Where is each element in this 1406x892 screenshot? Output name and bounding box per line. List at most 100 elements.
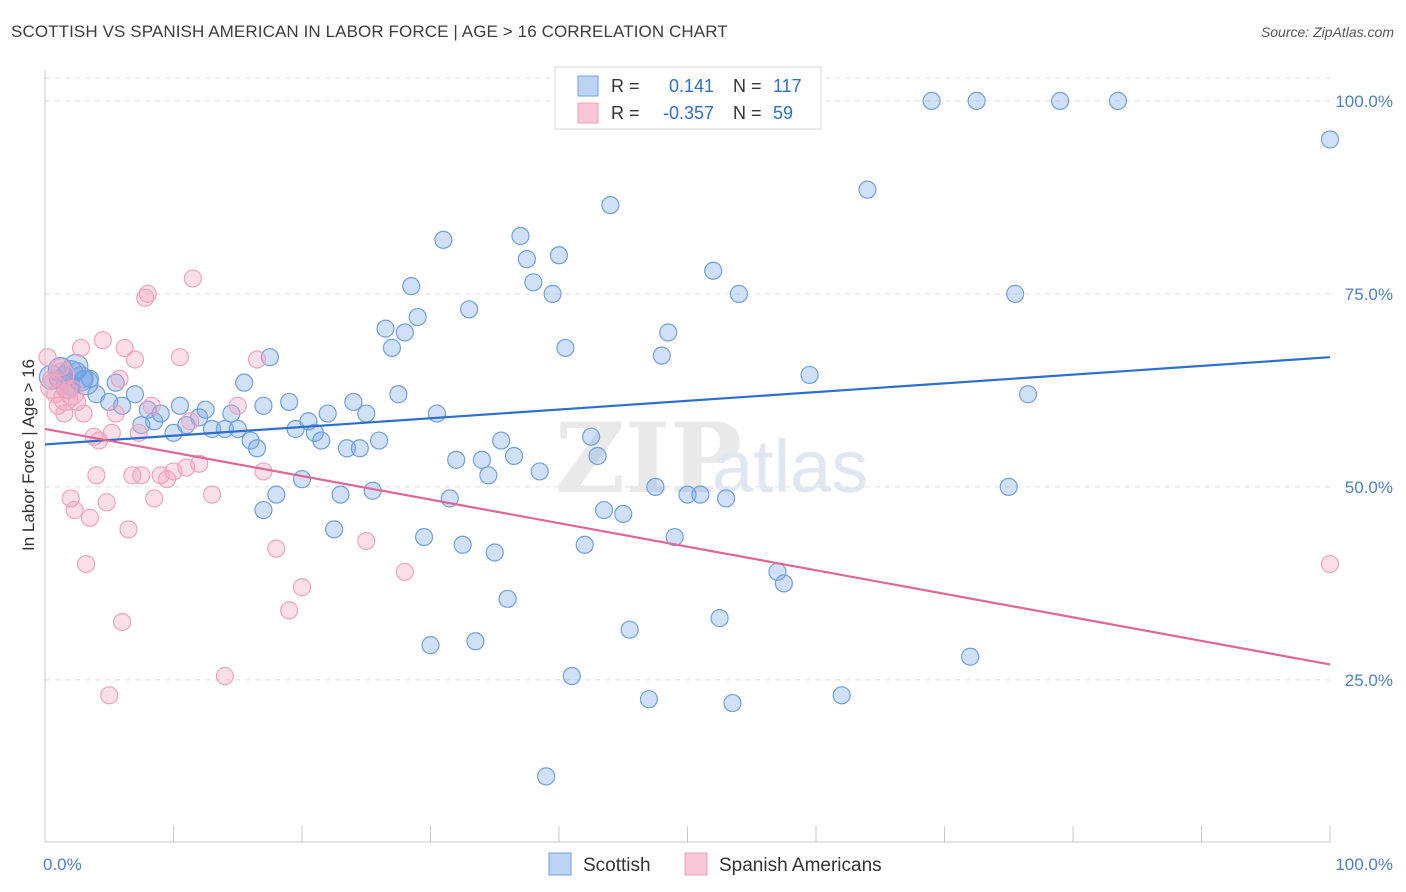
spanish-point: [80, 508, 100, 527]
spanish-point: [93, 331, 112, 350]
scottish-point: [376, 319, 395, 338]
trend-layer: [44, 356, 1331, 666]
spanish-point: [115, 338, 134, 358]
spanish-point: [132, 466, 151, 485]
scottish-point: [498, 589, 517, 608]
spanish-point: [247, 350, 267, 369]
scottish-point: [999, 477, 1018, 496]
scottish-trend-line: [44, 356, 1331, 446]
y-tick-label: 75.0%: [1345, 285, 1393, 304]
scottish-point: [492, 431, 511, 450]
scottish-point: [511, 226, 530, 246]
series-legend-swatch: [684, 852, 708, 876]
stats-legend-swatch: [577, 75, 599, 97]
scottish-point: [614, 504, 633, 524]
spanish-point: [395, 562, 414, 581]
scottish-point: [247, 439, 267, 458]
scottish-point: [1018, 385, 1038, 404]
scottish-point: [350, 439, 369, 458]
scottish-point: [537, 767, 556, 786]
y-tick-label: 25.0%: [1345, 671, 1393, 690]
stats-n-value: 117: [773, 76, 802, 96]
spanish-point: [38, 348, 57, 367]
series-legend-swatch: [548, 852, 572, 876]
spanish-point: [100, 686, 119, 705]
spanish-point: [112, 612, 132, 632]
scottish-point: [408, 307, 427, 327]
spanish-point: [228, 396, 247, 415]
spanish-point: [183, 269, 202, 288]
chart-title: SCOTTISH VS SPANISH AMERICAN IN LABOR FO…: [11, 22, 728, 41]
scottish-point: [922, 91, 941, 110]
scottish-point: [472, 450, 491, 469]
scottish-point: [370, 431, 389, 450]
y-tick-label: 100.0%: [1335, 92, 1393, 111]
scottish-point: [562, 666, 581, 686]
spanish-point: [74, 404, 93, 423]
spanish-point: [181, 412, 200, 431]
scottish-point: [254, 396, 273, 415]
scottish-point: [594, 500, 614, 520]
scottish-point: [543, 284, 562, 303]
scottish-point: [723, 693, 742, 713]
scottish-point: [1051, 91, 1070, 110]
scottish-point: [447, 450, 466, 469]
scottish-point: [280, 392, 299, 412]
scottish-point: [196, 400, 215, 419]
scottish-point: [832, 686, 851, 705]
spanish-point: [145, 489, 164, 508]
spanish-point: [61, 489, 80, 508]
scottish-point: [549, 246, 569, 265]
scottish-point: [967, 91, 986, 110]
scottish-point: [1320, 130, 1340, 149]
stats-n-value: 59: [773, 103, 793, 123]
scottish-point: [652, 346, 671, 365]
scottish-point: [646, 477, 665, 496]
scottish-point: [691, 485, 710, 504]
scottish-point: [517, 250, 536, 269]
spanish-point: [190, 454, 209, 473]
scottish-point: [331, 485, 350, 504]
watermark-zip: ZIP: [555, 402, 742, 515]
stats-r-label: R =: [611, 76, 640, 96]
spanish-point: [292, 578, 312, 597]
x-tick-label: 100.0%: [1335, 855, 1393, 874]
series-legend-label: Spanish Americans: [719, 855, 882, 876]
scottish-point: [1108, 91, 1128, 110]
spanish-point: [254, 462, 273, 481]
spanish-point: [267, 539, 286, 558]
spanish-point: [87, 466, 106, 485]
scottish-point: [170, 396, 190, 415]
spanish-point: [125, 350, 145, 369]
spanish-point: [215, 666, 234, 686]
scottish-point: [620, 620, 639, 639]
scottish-point: [800, 365, 819, 385]
stats-legend-swatch: [577, 102, 599, 124]
scottish-point: [601, 196, 620, 215]
scottish-point: [125, 385, 145, 404]
watermark: ZIP atlas: [555, 402, 868, 515]
scottish-point: [382, 338, 402, 358]
scottish-point: [357, 404, 376, 423]
spanish-point: [170, 348, 190, 367]
scottish-point: [421, 636, 440, 655]
scottish-point: [961, 647, 980, 666]
scottish-point: [1006, 284, 1025, 303]
scottish-point: [344, 392, 363, 412]
spanish-point: [77, 554, 96, 574]
stats-r-label: R =: [611, 103, 640, 123]
scottish-point: [716, 489, 736, 508]
spanish-trend-line: [44, 427, 1331, 666]
scottish-point: [710, 609, 729, 628]
spanish-point: [280, 601, 299, 620]
scottish-point: [530, 462, 549, 481]
stats-legend-box: [554, 66, 822, 130]
scottish-point: [729, 284, 749, 303]
scottish-point: [459, 300, 479, 319]
spanish-point: [119, 520, 138, 539]
spanish-point: [71, 338, 91, 358]
spanish-point: [1320, 554, 1340, 574]
x-tick-label: 0.0%: [43, 855, 82, 874]
scottish-point: [414, 527, 434, 547]
spanish-point: [202, 485, 222, 504]
